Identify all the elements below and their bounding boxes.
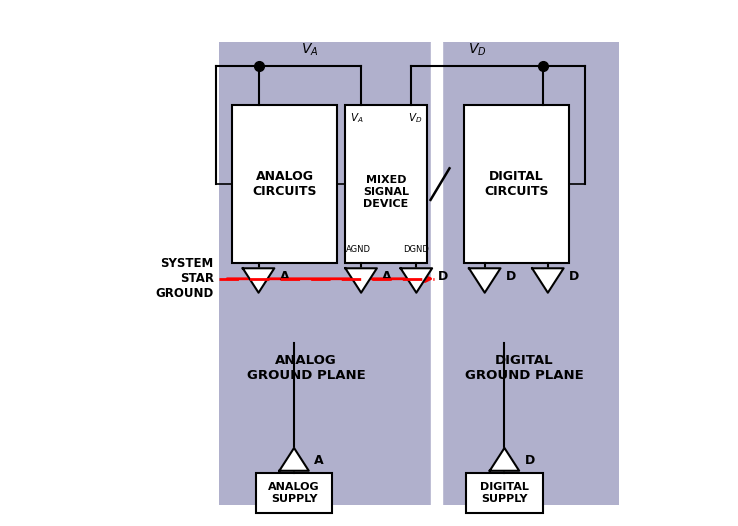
Polygon shape xyxy=(401,268,432,292)
Text: D: D xyxy=(438,270,448,282)
Text: $\mathit{V}_A$: $\mathit{V}_A$ xyxy=(350,112,363,125)
FancyBboxPatch shape xyxy=(466,473,542,513)
FancyBboxPatch shape xyxy=(463,105,569,263)
Text: $V_A$: $V_A$ xyxy=(301,42,319,58)
Text: A: A xyxy=(382,270,392,282)
FancyBboxPatch shape xyxy=(345,105,427,263)
Text: DIGITAL
SUPPLY: DIGITAL SUPPLY xyxy=(480,482,529,504)
Text: $V_D$: $V_D$ xyxy=(468,42,486,58)
Text: $\mathit{V}_D$: $\mathit{V}_D$ xyxy=(408,112,423,125)
Text: DIGITAL
CIRCUITS: DIGITAL CIRCUITS xyxy=(484,170,548,198)
Text: ANALOG
GROUND PLANE: ANALOG GROUND PLANE xyxy=(246,354,365,382)
Text: DIGITAL
GROUND PLANE: DIGITAL GROUND PLANE xyxy=(465,354,584,382)
FancyBboxPatch shape xyxy=(232,105,337,263)
Polygon shape xyxy=(279,448,308,471)
Polygon shape xyxy=(532,268,564,292)
Polygon shape xyxy=(243,268,275,292)
Text: ANALOG
CIRCUITS: ANALOG CIRCUITS xyxy=(252,170,317,198)
Text: AGND: AGND xyxy=(346,245,371,254)
Text: SYSTEM
STAR
GROUND: SYSTEM STAR GROUND xyxy=(156,257,214,300)
Polygon shape xyxy=(490,448,519,471)
Text: D: D xyxy=(525,454,535,467)
Text: ANALOG
SUPPLY: ANALOG SUPPLY xyxy=(268,482,320,504)
FancyBboxPatch shape xyxy=(256,473,332,513)
Text: A: A xyxy=(280,270,289,282)
FancyBboxPatch shape xyxy=(219,42,619,505)
Text: A: A xyxy=(314,454,324,467)
Text: MIXED
SIGNAL
DEVICE: MIXED SIGNAL DEVICE xyxy=(363,175,409,209)
Polygon shape xyxy=(469,268,500,292)
Text: D: D xyxy=(506,270,516,282)
Polygon shape xyxy=(345,268,377,292)
Text: D: D xyxy=(569,270,579,282)
Text: DGND: DGND xyxy=(404,245,430,254)
